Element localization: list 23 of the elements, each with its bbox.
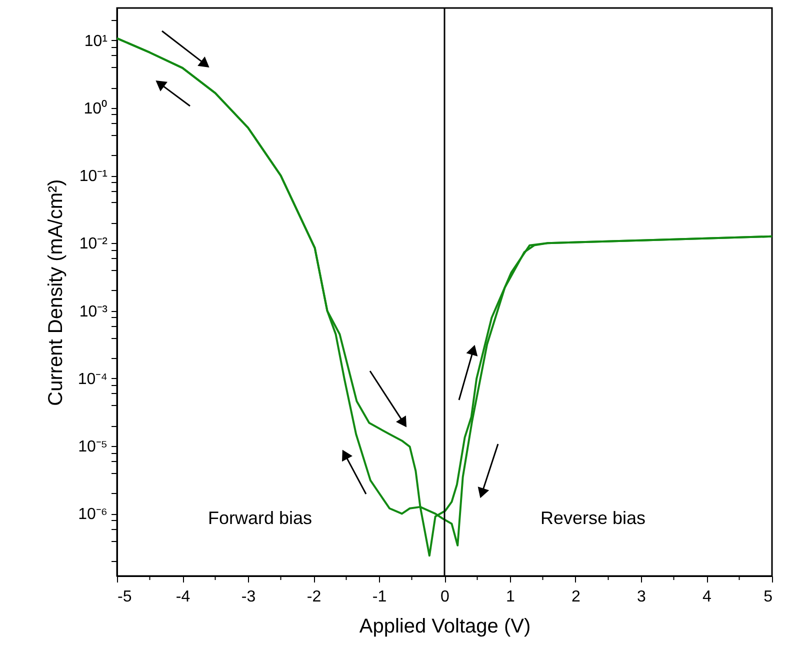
x-tick-label: -3 — [241, 588, 256, 606]
y-tick-label: 10⁻⁵ — [78, 438, 108, 456]
x-tick-label: -1 — [372, 588, 387, 606]
y-axis-title: Current Density (mA/cm²) — [44, 179, 67, 406]
x-tick-label: 1 — [506, 588, 516, 606]
annotation: Forward bias — [208, 508, 312, 528]
x-tick-label: 4 — [702, 588, 712, 606]
x-tick-label: 5 — [764, 588, 773, 606]
x-axis-title: Applied Voltage (V) — [359, 616, 531, 638]
y-tick-label: 10¹ — [84, 32, 108, 50]
x-tick-label: -2 — [306, 588, 322, 606]
annotation: Reverse bias — [540, 508, 646, 528]
x-tick-label: -4 — [176, 588, 190, 606]
y-tick-label: 10⁻⁴ — [78, 370, 108, 388]
y-tick-label: 10⁻¹ — [79, 168, 108, 186]
y-tick-label: 10⁰ — [84, 99, 108, 118]
y-tick-label: 10⁻³ — [79, 303, 108, 320]
x-tick-label: -5 — [118, 588, 132, 606]
x-tick-label: 0 — [440, 588, 450, 606]
y-tick-label: 10⁻² — [79, 236, 108, 253]
y-tick-label: 10⁻⁶ — [78, 506, 108, 524]
x-tick-label: 2 — [572, 588, 581, 606]
x-tick-label: 3 — [637, 588, 646, 606]
